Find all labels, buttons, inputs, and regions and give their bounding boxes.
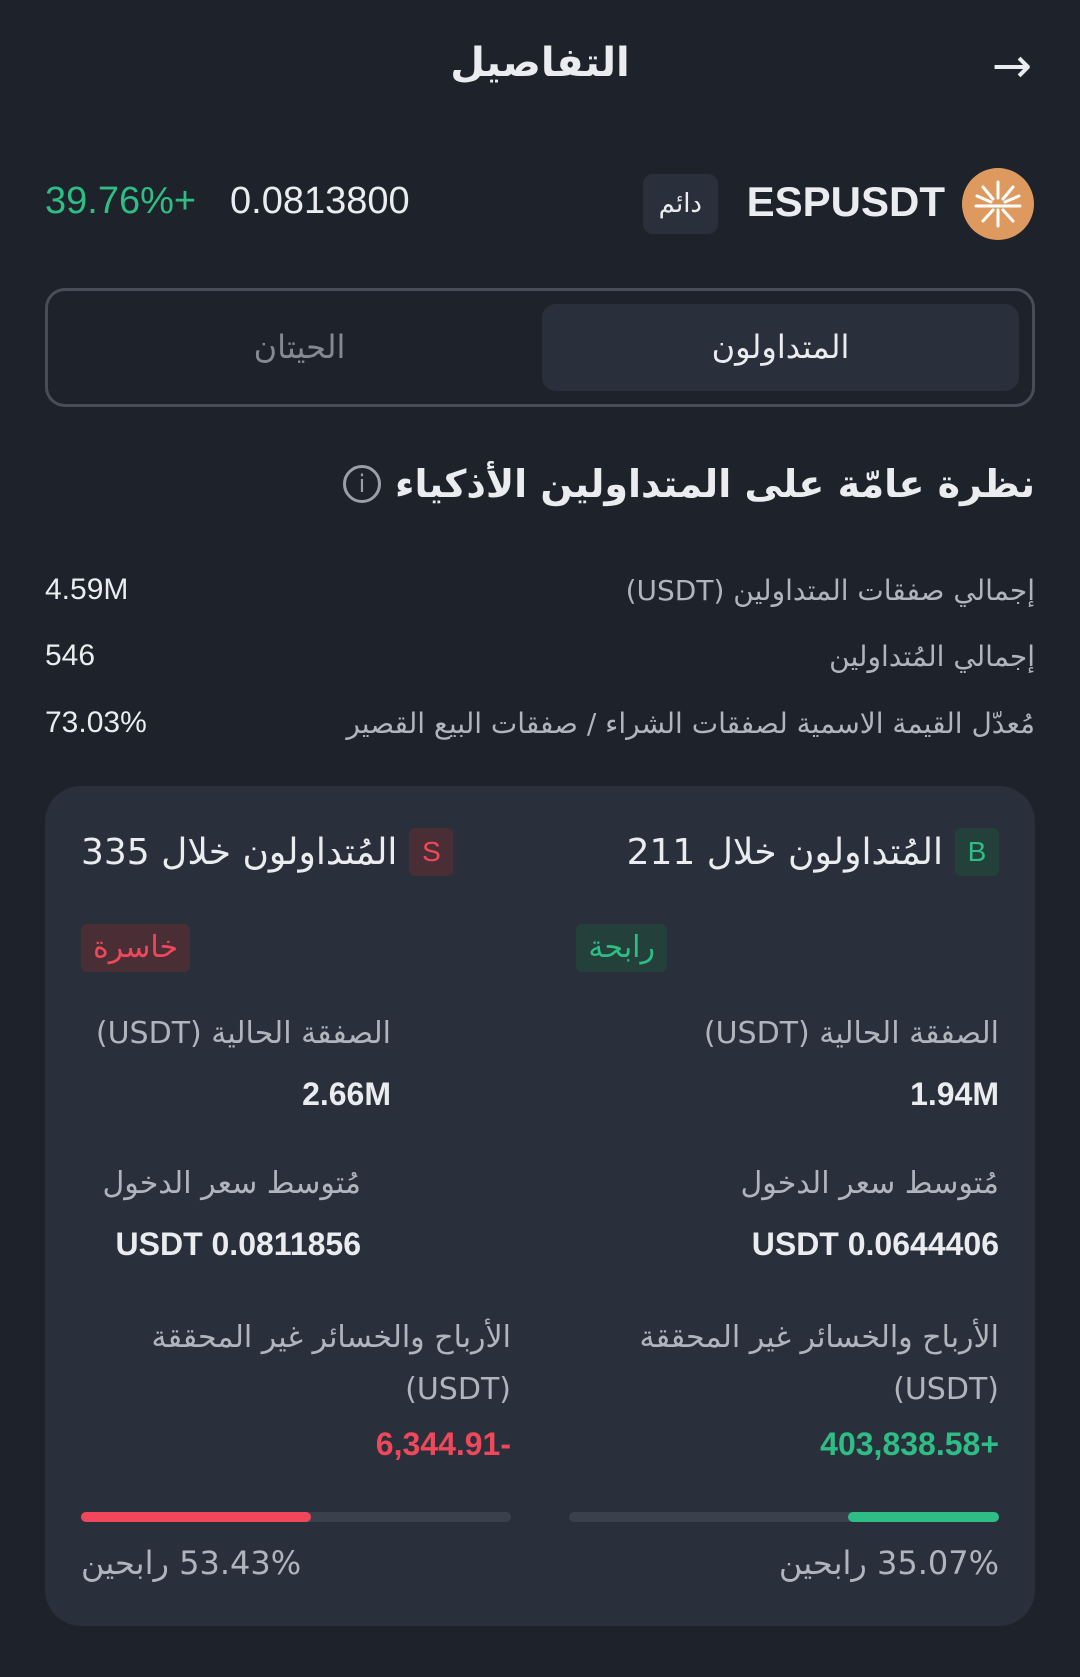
- win-rate-bar: [569, 1512, 999, 1522]
- symbol: ESPUSDT: [746, 178, 945, 225]
- sell-column: S المُتداولون خلال 335 خاسرة الصفقة الحال…: [81, 786, 511, 1626]
- stat-row: إجمالي المُتداولين 546: [45, 636, 1035, 676]
- sell-badge: S: [409, 828, 454, 876]
- win-rate-fill: [848, 1512, 999, 1522]
- sell-title: المُتداولون خلال 335: [81, 831, 398, 873]
- entry-value: USDT 0.0811856: [115, 1226, 362, 1262]
- entry-label: مُتوسط سعر الدخول: [102, 1166, 361, 1201]
- profit-tag: رابحة: [576, 924, 667, 972]
- pnl-label: الأرباح والخسائر غير المحققة (USDT): [151, 1320, 511, 1407]
- buy-badge: B: [955, 828, 999, 876]
- pnl-value: 6,344.91-: [375, 1426, 511, 1462]
- stat-value: 73.03%: [45, 706, 147, 739]
- win-rate-label: 53.43% رابحين: [81, 1544, 302, 1582]
- entry-label: مُتوسط سعر الدخول: [740, 1166, 999, 1201]
- entry-value: USDT 0.0644406: [751, 1226, 999, 1262]
- loss-tag: خاسرة: [81, 924, 191, 972]
- traders-card: B المُتداولون خلال 211 رابحة الصفقة الحال…: [45, 786, 1035, 1626]
- perpetual-badge: دائم: [642, 174, 718, 234]
- buy-title: المُتداولون خلال 211: [626, 831, 943, 873]
- win-rate-bar: [81, 1512, 511, 1522]
- section-heading: نظرة عامّة على المتداولين الأذكياء i: [343, 462, 1035, 506]
- stat-label: إجمالي صفقات المتداولين (USDT): [625, 573, 1035, 607]
- page-title: التفاصيل: [450, 40, 630, 86]
- tab-traders[interactable]: المتداولون: [542, 304, 1019, 391]
- stat-label: مُعدّل القيمة الاسمية لصفقات الشراء / صف…: [346, 706, 1035, 740]
- tab-whales[interactable]: الحيتان: [253, 328, 346, 366]
- buy-column: B المُتداولون خلال 211 رابحة الصفقة الحال…: [569, 786, 999, 1626]
- stat-row: إجمالي صفقات المتداولين (USDT) 4.59M: [45, 570, 1035, 610]
- pnl-value: 403,838.58+: [820, 1426, 999, 1462]
- section-title: نظرة عامّة على المتداولين الأذكياء: [395, 462, 1035, 506]
- stat-label: إجمالي المُتداولين: [829, 639, 1035, 673]
- last-price: 0.0813800: [230, 180, 410, 222]
- tab-bar: المتداولون الحيتان: [45, 288, 1035, 407]
- win-rate-fill: [81, 1512, 311, 1522]
- win-rate-label: 35.07% رابحين: [778, 1544, 999, 1582]
- position-value: 2.66M: [302, 1076, 391, 1112]
- position-label: الصفقة الحالية (USDT): [703, 1016, 999, 1051]
- stat-value: 546: [45, 639, 96, 672]
- position-value: 1.94M: [910, 1076, 999, 1112]
- position-label: الصفقة الحالية (USDT): [95, 1016, 391, 1051]
- stat-value: 4.59M: [45, 573, 129, 606]
- arrow-right-icon[interactable]: →: [991, 38, 1032, 94]
- price-change: 39.76%+: [45, 180, 197, 222]
- stat-row: مُعدّل القيمة الاسمية لصفقات الشراء / صف…: [45, 703, 1035, 743]
- info-icon[interactable]: i: [343, 465, 382, 503]
- pnl-label: الأرباح والخسائر غير المحققة (USDT): [639, 1320, 999, 1407]
- coin-logo: [962, 168, 1034, 240]
